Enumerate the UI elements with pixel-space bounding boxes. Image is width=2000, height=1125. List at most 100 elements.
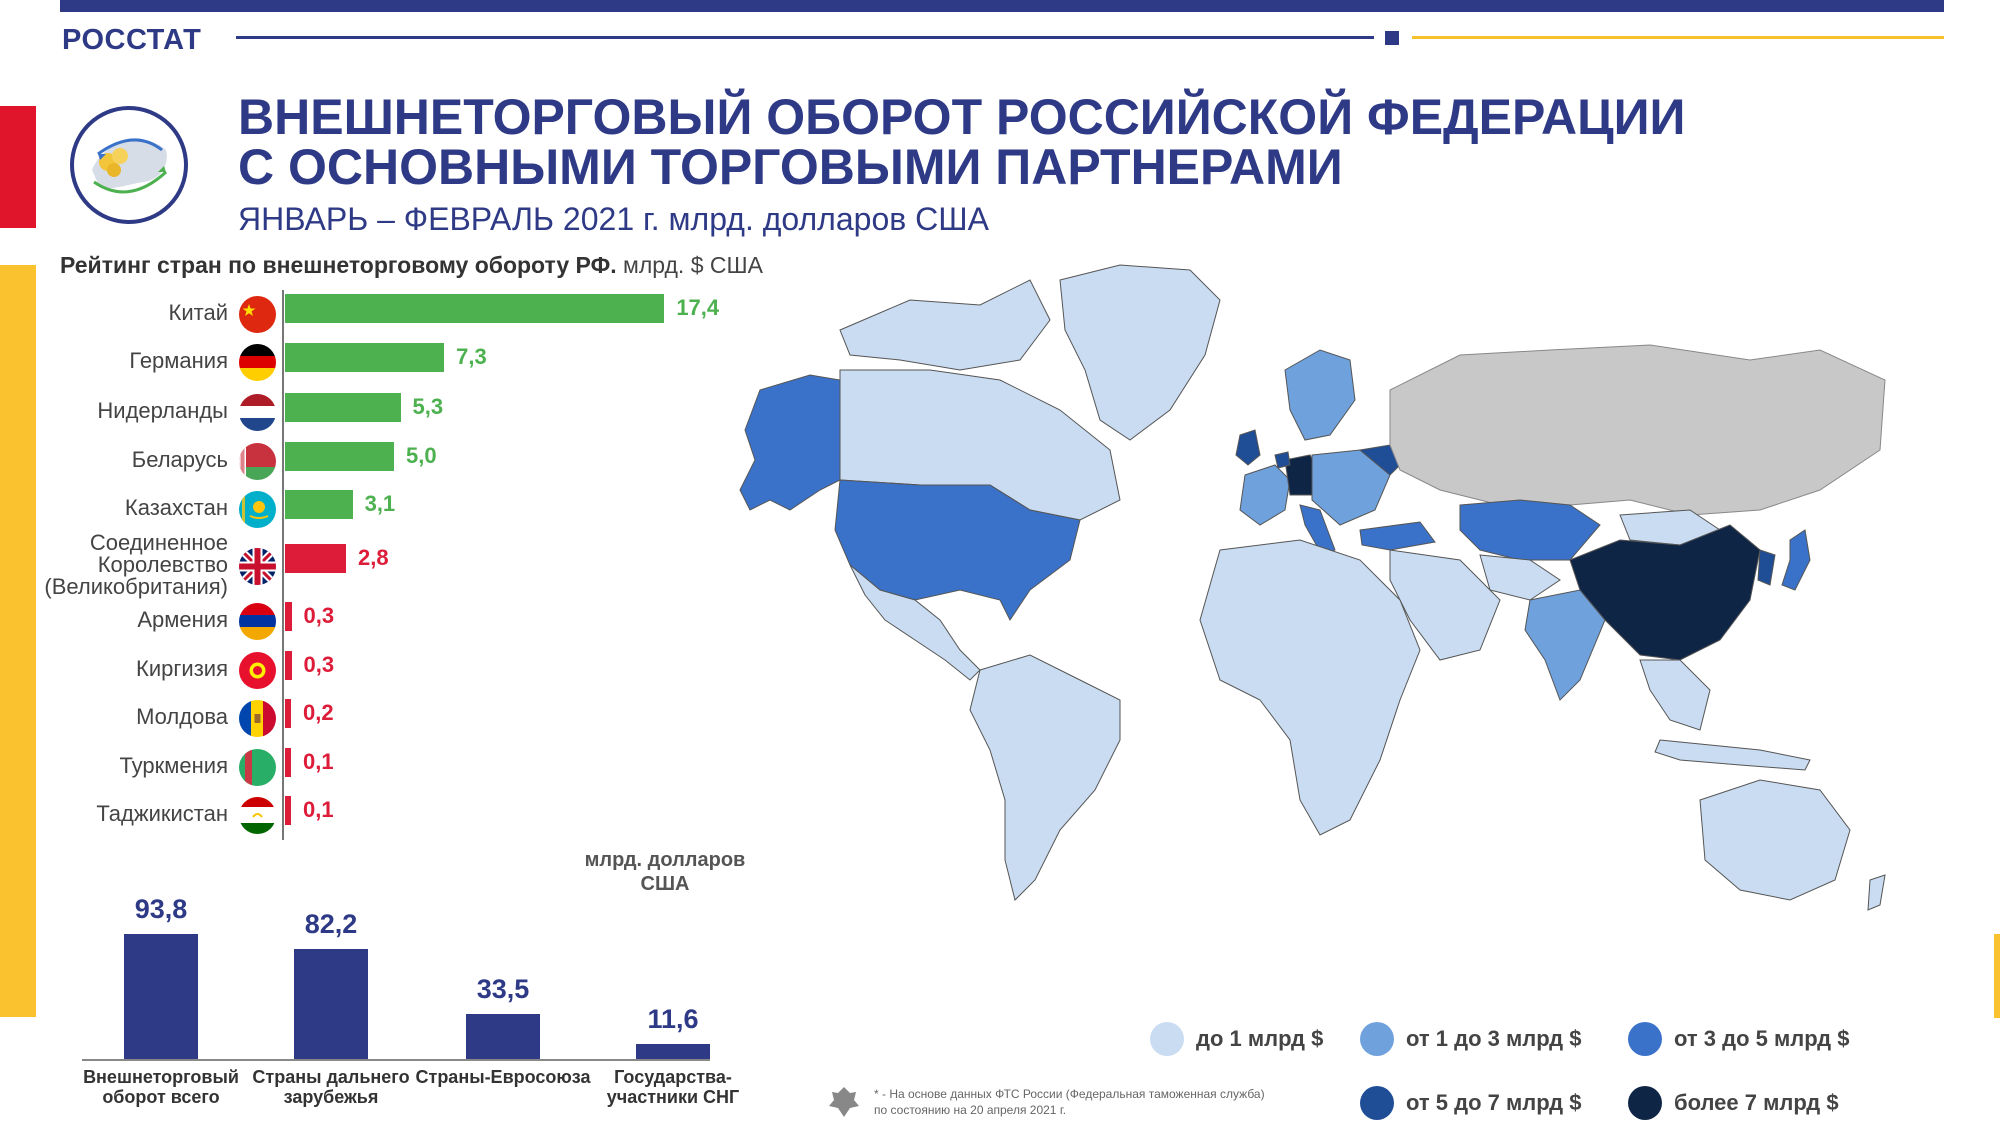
rating-value: 0,1 <box>303 749 334 774</box>
turnover-bar <box>294 949 368 1059</box>
armenia-flag-icon <box>239 603 276 640</box>
country-label: Германия <box>129 348 228 373</box>
footnote-line-1: * - На основе данных ФТС России (Федерал… <box>874 1087 1265 1101</box>
map-southeast-asia <box>1639 659 1711 731</box>
map-uk <box>1235 429 1261 466</box>
turnover-bar <box>636 1043 710 1059</box>
moldova-flag-icon <box>239 700 276 737</box>
map-russia <box>1389 344 1886 516</box>
rating-value: 5,3 <box>412 394 444 419</box>
map-japan <box>1781 529 1811 591</box>
turnover-bar <box>466 1014 540 1059</box>
map-australia <box>1699 779 1851 901</box>
turnover-category: Внешнеторговый оборот всего <box>83 1067 239 1107</box>
rating-bar <box>285 442 394 471</box>
rating-axis <box>282 290 284 840</box>
trade-globe-icon <box>70 106 188 224</box>
legend-swatch <box>1628 1022 1662 1056</box>
turnover-category: Страны-Евросоюза <box>415 1067 591 1087</box>
map-greenland <box>1059 264 1221 441</box>
legend-swatch <box>1360 1086 1394 1120</box>
rating-bar <box>285 294 665 323</box>
rating-value: 0,1 <box>303 797 334 822</box>
rating-value: 3,1 <box>364 491 396 516</box>
map-canada-islands <box>839 279 1051 371</box>
rating-bar <box>285 796 291 825</box>
rating-unit: млрд. $ США <box>623 252 763 278</box>
page-subtitle: ЯНВАРЬ – ФЕВРАЛЬ 2021 г. млрд. долларов … <box>238 201 989 237</box>
country-label: Китай <box>168 300 228 325</box>
country-label: Соединенное Королевство (Великобритания) <box>44 530 228 599</box>
source-footnote: * - На основе данных ФТС России (Федерал… <box>874 1086 1265 1118</box>
header-rule-blue <box>236 36 1374 39</box>
germany-flag-icon <box>239 344 276 381</box>
rating-value: 0,3 <box>303 603 335 628</box>
rating-bar <box>285 699 291 728</box>
side-accent-yellow-right <box>1994 934 2000 1018</box>
legend-label: до 1 млрд $ <box>1196 1026 1324 1051</box>
kazakhstan-flag-icon <box>239 491 276 528</box>
map-turkey <box>1359 521 1436 551</box>
rating-value: 7,3 <box>456 344 487 369</box>
netherlands-flag-icon <box>239 394 276 431</box>
rating-value: 2,8 <box>358 545 389 570</box>
kyrgyzstan-flag-icon <box>239 652 276 689</box>
turnover-category: Страны дальнего зарубежья <box>252 1067 410 1107</box>
header-square <box>1385 31 1399 45</box>
belarus-flag-icon <box>239 443 276 480</box>
header-rule-yellow <box>1412 36 1944 39</box>
side-accent-yellow <box>0 265 36 1017</box>
rating-bar <box>285 343 445 372</box>
world-trade-map <box>700 260 1890 920</box>
turnover-value: 33,5 <box>476 974 530 1005</box>
rating-title-text: Рейтинг стран по внешнеторговому обороту… <box>60 252 617 278</box>
turnover-value: 82,2 <box>304 909 358 940</box>
map-middle-east <box>1389 549 1501 661</box>
legend-label: более 7 млрд $ <box>1674 1090 1839 1115</box>
map-scandinavia <box>1284 349 1356 441</box>
turnover-baseline <box>82 1059 710 1061</box>
rating-bar <box>285 393 401 422</box>
legend-item-2: от 3 до 5 млрд $ <box>1628 1022 1849 1056</box>
map-south-america <box>969 654 1121 901</box>
legend-label: от 3 до 5 млрд $ <box>1674 1026 1850 1051</box>
title-line-2: С ОСНОВНЫМИ ТОРГОВЫМИ ПАРТНЕРАМИ <box>238 139 1343 195</box>
turnover-value: 11,6 <box>647 1003 699 1034</box>
country-label: Казахстан <box>124 495 228 520</box>
map-korea <box>1757 549 1776 586</box>
country-label: Беларусь <box>131 447 228 472</box>
rating-bar <box>285 748 291 777</box>
legend-swatch <box>1360 1022 1394 1056</box>
map-new-zealand <box>1867 874 1886 911</box>
map-central-asia <box>1479 554 1561 601</box>
rating-value: 0,3 <box>303 652 335 677</box>
turnover-category: Государства-участники СНГ <box>606 1067 740 1107</box>
top-accent-bar <box>60 0 1944 12</box>
country-label: Нидерланды <box>97 398 228 423</box>
map-netherlands <box>1274 451 1291 469</box>
map-alaska <box>739 374 841 511</box>
country-label: Киргизия <box>136 656 228 681</box>
page-title: ВНЕШНЕТОРГОВЫЙ ОБОРОТ РОССИЙСКОЙ ФЕДЕРАЦ… <box>238 92 1686 192</box>
brand-logo-text: РОССТАТ <box>62 24 202 56</box>
tajikistan-flag-icon <box>239 797 276 834</box>
map-europe-west <box>1239 464 1291 526</box>
turkmenistan-flag-icon <box>239 749 276 786</box>
fts-emblem-icon <box>826 1084 862 1120</box>
legend-swatch <box>1628 1086 1662 1120</box>
legend-label: от 5 до 7 млрд $ <box>1406 1090 1582 1115</box>
rating-value: 5,0 <box>406 443 437 468</box>
map-africa <box>1199 539 1421 836</box>
title-line-1: ВНЕШНЕТОРГОВЫЙ ОБОРОТ РОССИЙСКОЙ ФЕДЕРАЦ… <box>238 89 1686 145</box>
legend-item-0: до 1 млрд $ <box>1150 1022 1323 1056</box>
rating-chart-title: Рейтинг стран по внешнеторговому обороту… <box>60 252 763 279</box>
footnote-line-2: по состоянию на 20 апреля 2021 г. <box>874 1103 1067 1117</box>
legend-item-3: от 5 до 7 млрд $ <box>1360 1086 1581 1120</box>
china-flag-icon <box>239 296 276 333</box>
legend-swatch <box>1150 1022 1184 1056</box>
uk-flag-icon <box>239 548 276 585</box>
map-china <box>1569 524 1761 661</box>
map-indonesia <box>1654 739 1811 771</box>
country-label: Армения <box>137 607 228 632</box>
country-label: Таджикистан <box>96 801 228 826</box>
